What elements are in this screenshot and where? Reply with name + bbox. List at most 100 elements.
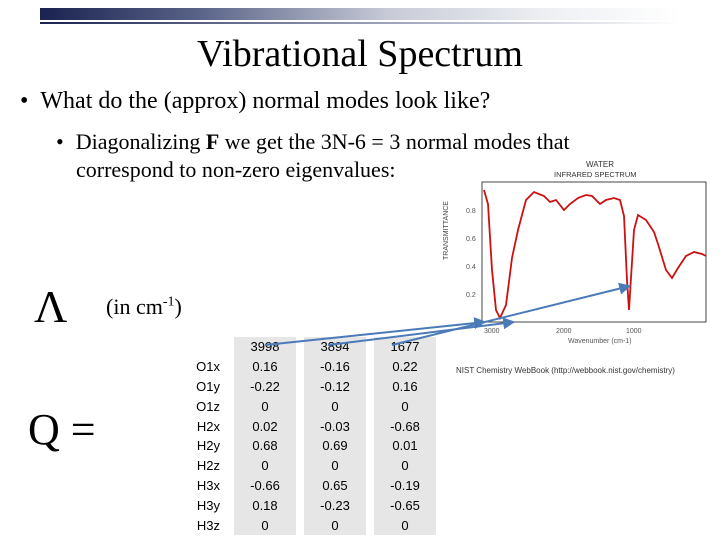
eigenvalue-cell: 1677 <box>374 337 436 357</box>
table-row: H2y 0.68 0.69 0.01 <box>140 435 436 456</box>
unit-sup: -1 <box>162 294 175 310</box>
mode-value-cell: -0.12 <box>304 376 366 397</box>
column-gap <box>296 396 304 416</box>
column-gap <box>226 357 234 377</box>
spectrum-curve <box>483 189 707 321</box>
mode-value-cell: 0.01 <box>374 435 436 456</box>
spectrum-xlabel: Wavenumber (cm-1) <box>568 338 632 345</box>
column-gap <box>226 337 234 357</box>
bullet-2-line2: correspond to non-zero eigenvalues: <box>76 157 396 182</box>
ir-spectrum-figure: WATER INFRARED SPECTRUM TRANSMITTANCE 0.… <box>443 160 707 375</box>
column-gap <box>296 456 304 476</box>
mode-value-cell: -0.03 <box>304 416 366 436</box>
spectrum-title-2: INFRARED SPECTRUM <box>554 170 637 179</box>
eigenvalue-cell: 3998 <box>234 337 296 357</box>
mode-value-cell: 0.65 <box>304 475 366 496</box>
column-gap <box>296 495 304 515</box>
column-gap <box>226 476 234 496</box>
column-gap <box>296 515 304 535</box>
table-row: O1y -0.22 -0.12 0.16 <box>140 376 436 397</box>
table-row: H2z 0 0 0 <box>140 455 436 476</box>
bullet-2-bold-f: F <box>205 129 220 154</box>
bullet-dot: • <box>56 129 64 154</box>
column-gap <box>226 377 234 397</box>
mode-value-cell: 0 <box>374 396 436 417</box>
column-gap <box>296 476 304 496</box>
mode-value-cell: 0 <box>234 455 296 476</box>
mode-value-cell: -0.16 <box>304 356 366 377</box>
row-label-empty <box>140 337 226 357</box>
table-row: H3z 0 0 0 <box>140 515 436 535</box>
table-row: H3x -0.66 0.65 -0.19 <box>140 475 436 496</box>
table-row: H3y 0.18 -0.23 -0.65 <box>140 495 436 516</box>
column-gap <box>296 377 304 397</box>
lambda-symbol: Λ <box>34 281 68 332</box>
column-gap <box>296 416 304 436</box>
xtick-label: 2000 <box>556 328 572 335</box>
column-gap <box>366 416 374 436</box>
coordinate-label: H2z <box>196 458 220 474</box>
coordinate-label: O1z <box>196 398 220 414</box>
bullet-dot: • <box>20 88 29 114</box>
xtick-label: 1000 <box>626 328 642 335</box>
column-gap <box>226 456 234 476</box>
mode-value-cell: 0.69 <box>304 435 366 456</box>
column-gap <box>226 396 234 416</box>
column-gap <box>226 515 234 535</box>
coordinate-label: H3x <box>196 477 220 493</box>
spectrum-ylabel: TRANSMITTANCE <box>443 201 450 260</box>
normal-modes-table: 3998 3894 1677 O1x 0.16 -0.16 0.22 O1y -0.22 -0.1… <box>140 337 436 535</box>
mode-value-cell: -0.65 <box>374 495 436 516</box>
column-gap <box>366 377 374 397</box>
bullet-1: • What do the (approx) normal modes look … <box>20 88 490 115</box>
column-gap <box>366 476 374 496</box>
unit-prefix: (in cm <box>106 294 163 319</box>
column-gap <box>226 416 234 436</box>
eigenvalue-cell: 3894 <box>304 337 366 357</box>
slide-title: Vibrational Spectrum <box>197 33 523 75</box>
coordinate-label: H3y <box>196 497 220 513</box>
coordinate-label: O1x <box>196 359 220 375</box>
column-gap <box>366 456 374 476</box>
table-row: O1z 0 0 0 <box>140 396 436 417</box>
ytick-label: 0.4 <box>466 264 476 271</box>
column-gap <box>366 337 374 357</box>
coordinate-label: H2y <box>196 438 220 454</box>
column-gap <box>296 337 304 357</box>
table-row: O1x 0.16 -0.16 0.22 <box>140 356 436 377</box>
header-bar-decoration <box>40 8 680 20</box>
bullet-1-text: What do the (approx) normal modes look l… <box>40 88 491 114</box>
q-label: Q = <box>28 405 96 454</box>
mode-value-cell: 0 <box>234 396 296 417</box>
bullet-2-prefix: Diagonalizing <box>75 129 206 154</box>
mode-value-cell: 0.68 <box>234 435 296 456</box>
coordinate-label: H3z <box>196 517 220 533</box>
column-gap <box>366 396 374 416</box>
mode-value-cell: 0 <box>234 515 296 535</box>
mode-value-cell: 0 <box>374 455 436 476</box>
column-gap <box>366 357 374 377</box>
column-gap <box>296 436 304 456</box>
column-gap <box>296 357 304 377</box>
spectrum-credit: NIST Chemistry WebBook (http://webbook.n… <box>456 366 675 375</box>
coordinate-label: O1y <box>196 378 220 394</box>
mode-value-cell: -0.19 <box>374 475 436 496</box>
ytick-label: 0.2 <box>466 292 476 299</box>
xtick-label: 3000 <box>484 328 500 335</box>
column-gap <box>366 436 374 456</box>
mode-value-cell: 0 <box>304 515 366 535</box>
mode-value-cell: 0.18 <box>234 495 296 516</box>
mode-value-cell: 0 <box>304 396 366 417</box>
column-gap <box>366 495 374 515</box>
ytick-label: 0.6 <box>466 236 476 243</box>
mode-value-cell: 0.02 <box>234 416 296 436</box>
mode-value-cell: 0.22 <box>374 356 436 377</box>
column-gap <box>226 495 234 515</box>
mode-value-cell: 0.16 <box>234 356 296 377</box>
mode-value-cell: -0.66 <box>234 475 296 496</box>
table-row: H2x 0.02 -0.03 -0.68 <box>140 416 436 436</box>
mode-value-cell: 0 <box>304 455 366 476</box>
column-gap <box>226 436 234 456</box>
mode-value-cell: -0.23 <box>304 495 366 516</box>
ytick-label: 0.8 <box>466 208 476 215</box>
